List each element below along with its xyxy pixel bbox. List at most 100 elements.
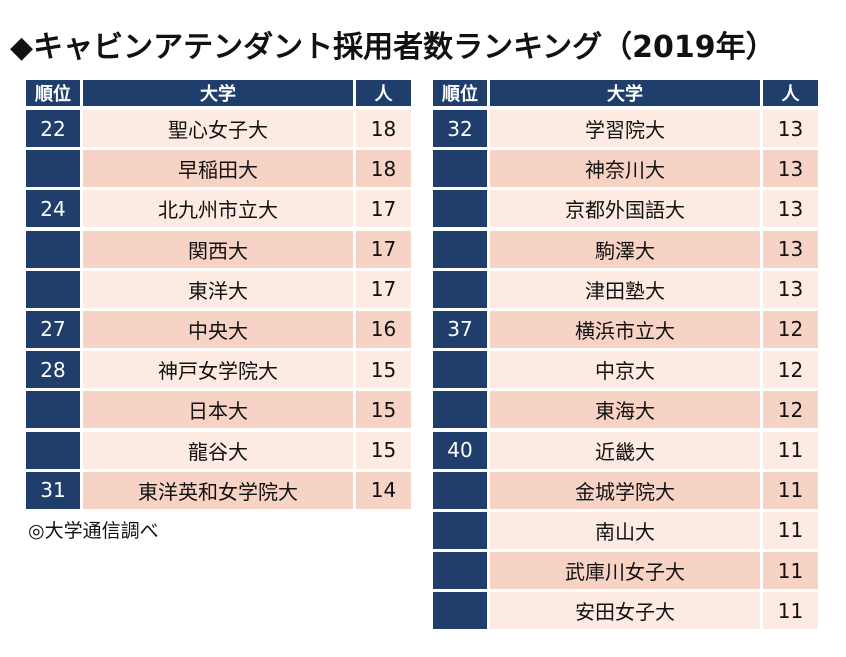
rank-cell <box>26 431 80 469</box>
rank-cell <box>433 471 487 509</box>
table-row: 京都外国語大 13 <box>433 190 818 228</box>
count-cell: 11 <box>763 511 818 549</box>
count-cell: 18 <box>356 150 411 188</box>
rank-cell <box>26 150 80 188</box>
count-cell: 13 <box>763 110 818 147</box>
rank-cell: 27 <box>26 310 80 348</box>
ranking-table-right: 順位 大学 人 32 学習院大 13 神奈川大 13 京都外国語大 13 駒澤大 13 津田塾大 1… <box>433 80 818 632</box>
university-cell: 東海大 <box>490 391 760 429</box>
university-column-header: 大学 <box>83 80 353 106</box>
table-row: 日本大 15 <box>26 391 411 429</box>
count-cell: 17 <box>356 270 411 308</box>
count-cell: 13 <box>763 190 818 228</box>
count-cell: 15 <box>356 351 411 389</box>
rank-cell <box>433 552 487 590</box>
table-body: 32 学習院大 13 神奈川大 13 京都外国語大 13 駒澤大 13 津田塾大 13 37 横浜市立大… <box>433 110 818 630</box>
count-cell: 11 <box>763 552 818 590</box>
university-cell: 中央大 <box>83 310 353 348</box>
university-cell: 横浜市立大 <box>490 310 760 348</box>
table-row: 32 学習院大 13 <box>433 110 818 147</box>
table-header: 順位 大学 人 <box>433 80 818 106</box>
table-row: 津田塾大 13 <box>433 270 818 308</box>
table-row: 関西大 17 <box>26 230 411 268</box>
page-title: ◆キャビンアテンダント採用者数ランキング（2019年） <box>10 30 776 65</box>
table-row: 27 中央大 16 <box>26 310 411 348</box>
count-cell: 13 <box>763 150 818 188</box>
count-column-header: 人 <box>763 80 818 106</box>
rank-cell <box>433 592 487 630</box>
rank-cell <box>433 150 487 188</box>
table-row: 24 北九州市立大 17 <box>26 190 411 228</box>
rank-cell <box>433 230 487 268</box>
count-cell: 17 <box>356 190 411 228</box>
table-row: 東海大 12 <box>433 391 818 429</box>
count-cell: 12 <box>763 351 818 389</box>
university-cell: 神戸女学院大 <box>83 351 353 389</box>
table-row: 中京大 12 <box>433 351 818 389</box>
university-cell: 東洋大 <box>83 270 353 308</box>
rank-cell <box>433 391 487 429</box>
count-cell: 12 <box>763 310 818 348</box>
university-cell: 金城学院大 <box>490 471 760 509</box>
rank-cell <box>26 230 80 268</box>
university-cell: 北九州市立大 <box>83 190 353 228</box>
rank-cell: 28 <box>26 351 80 389</box>
count-cell: 13 <box>763 230 818 268</box>
university-cell: 近畿大 <box>490 431 760 469</box>
university-cell: 中京大 <box>490 351 760 389</box>
table-row: 40 近畿大 11 <box>433 431 818 469</box>
university-cell: 日本大 <box>83 391 353 429</box>
count-cell: 12 <box>763 391 818 429</box>
table-header: 順位 大学 人 <box>26 80 411 106</box>
count-cell: 18 <box>356 110 411 147</box>
university-cell: 聖心女子大 <box>83 110 353 147</box>
university-cell: 安田女子大 <box>490 592 760 630</box>
rank-cell: 22 <box>26 110 80 147</box>
table-row: 22 聖心女子大 18 <box>26 110 411 147</box>
rank-cell: 24 <box>26 190 80 228</box>
university-cell: 駒澤大 <box>490 230 760 268</box>
university-cell: 東洋英和女学院大 <box>83 471 353 509</box>
table-row: 武庫川女子大 11 <box>433 552 818 590</box>
count-cell: 15 <box>356 391 411 429</box>
ranking-table-left: 順位 大学 人 22 聖心女子大 18 早稲田大 18 24 北九州市立大 17 関西大 17 東洋… <box>26 80 411 512</box>
table-row: 東洋大 17 <box>26 270 411 308</box>
rank-cell <box>433 270 487 308</box>
table-row: 駒澤大 13 <box>433 230 818 268</box>
university-cell: 津田塾大 <box>490 270 760 308</box>
count-cell: 13 <box>763 270 818 308</box>
count-cell: 14 <box>356 471 411 509</box>
count-cell: 11 <box>763 592 818 630</box>
count-cell: 11 <box>763 431 818 469</box>
university-cell: 京都外国語大 <box>490 190 760 228</box>
table-body: 22 聖心女子大 18 早稲田大 18 24 北九州市立大 17 関西大 17 東洋大 17 27 中央大… <box>26 110 411 509</box>
table-row: 安田女子大 11 <box>433 592 818 630</box>
rank-column-header: 順位 <box>433 80 487 106</box>
rank-column-header: 順位 <box>26 80 80 106</box>
table-row: 南山大 11 <box>433 511 818 549</box>
rank-cell <box>26 391 80 429</box>
university-column-header: 大学 <box>490 80 760 106</box>
table-row: 神奈川大 13 <box>433 150 818 188</box>
university-cell: 関西大 <box>83 230 353 268</box>
university-cell: 龍谷大 <box>83 431 353 469</box>
rank-cell <box>433 351 487 389</box>
table-row: 37 横浜市立大 12 <box>433 310 818 348</box>
rank-cell: 32 <box>433 110 487 147</box>
university-cell: 南山大 <box>490 511 760 549</box>
table-row: 31 東洋英和女学院大 14 <box>26 471 411 509</box>
university-cell: 武庫川女子大 <box>490 552 760 590</box>
rank-cell: 31 <box>26 471 80 509</box>
count-cell: 15 <box>356 431 411 469</box>
count-column-header: 人 <box>356 80 411 106</box>
count-cell: 17 <box>356 230 411 268</box>
count-cell: 16 <box>356 310 411 348</box>
university-cell: 神奈川大 <box>490 150 760 188</box>
university-cell: 学習院大 <box>490 110 760 147</box>
university-cell: 早稲田大 <box>83 150 353 188</box>
table-row: 龍谷大 15 <box>26 431 411 469</box>
rank-cell <box>26 270 80 308</box>
rank-cell: 37 <box>433 310 487 348</box>
rank-cell <box>433 190 487 228</box>
rank-cell: 40 <box>433 431 487 469</box>
